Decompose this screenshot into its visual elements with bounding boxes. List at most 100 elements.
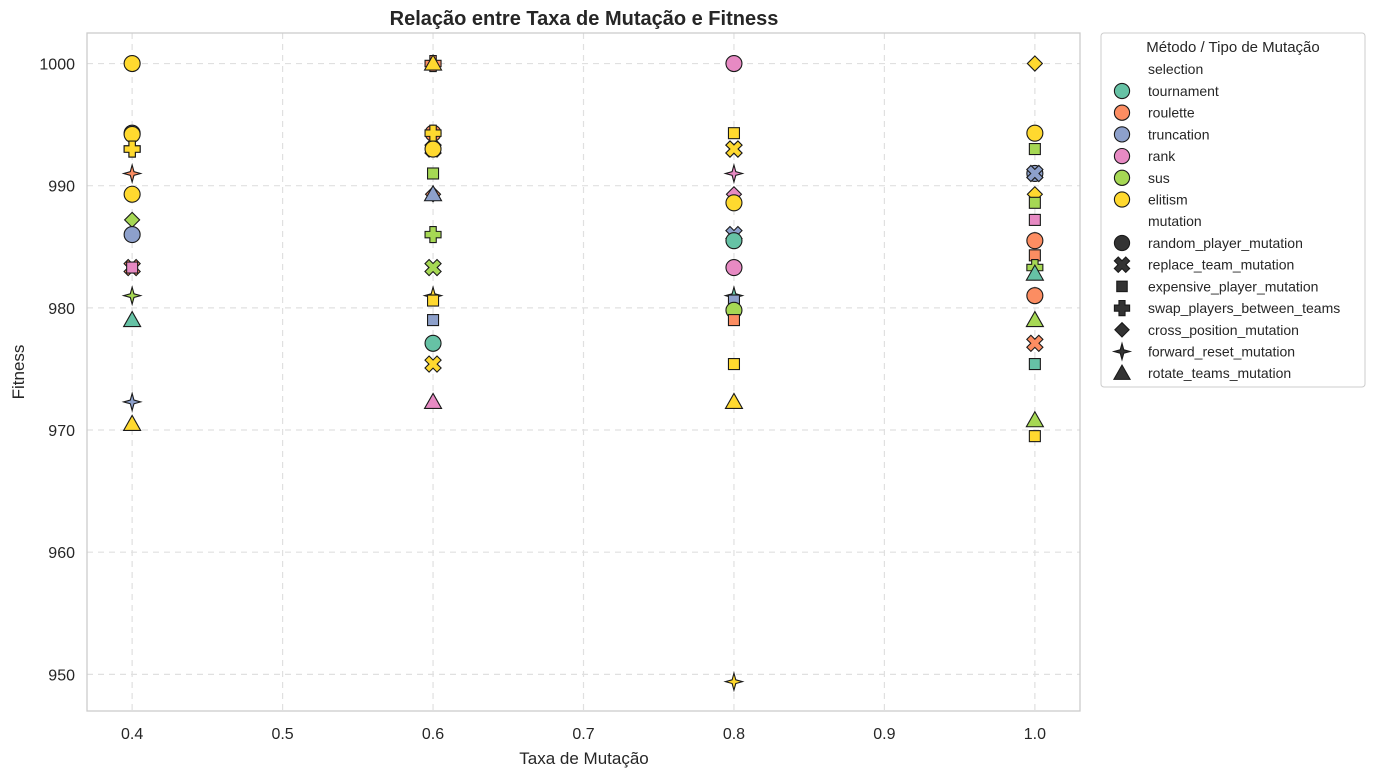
data-point <box>123 226 141 244</box>
data-point <box>1026 55 1044 72</box>
x-axis-title: Taxa de Mutação <box>519 749 648 768</box>
legend-title: Método / Tipo de Mutação <box>1146 39 1319 56</box>
x-tick-label: 0.7 <box>572 726 594 743</box>
data-point <box>1028 358 1041 371</box>
legend-label-rank: rank <box>1148 148 1176 164</box>
legend-marker-rank <box>1113 147 1131 165</box>
data-point <box>121 285 143 307</box>
data-point <box>723 671 745 693</box>
data-point <box>122 310 142 328</box>
y-tick-label: 950 <box>48 667 75 684</box>
legend-marker-roulette <box>1113 104 1131 121</box>
legend-label-elitism: elitism <box>1148 192 1188 208</box>
data-point <box>123 140 141 158</box>
data-point <box>727 127 741 140</box>
data-point <box>1025 310 1045 328</box>
legend-marker-tournament <box>1113 82 1131 100</box>
data-point <box>424 226 442 244</box>
plot-area-frame <box>86 32 1081 712</box>
data-point <box>727 314 741 327</box>
data-point <box>725 194 743 212</box>
legend-marker-rotate_teams_mutation <box>1112 364 1132 380</box>
data-point <box>122 414 142 431</box>
data-point <box>424 258 442 277</box>
legend-label-sus: sus <box>1148 170 1170 186</box>
x-tick-label: 0.6 <box>422 726 444 743</box>
legend-marker-expensive_player_mutation <box>1116 280 1128 293</box>
y-tick-label: 970 <box>48 423 75 440</box>
data-point <box>1028 213 1041 226</box>
data-point <box>423 184 443 202</box>
data-point <box>724 392 744 409</box>
legend-marker-replace_team_mutation <box>1113 256 1131 274</box>
data-point <box>123 211 141 229</box>
data-point <box>426 167 440 180</box>
data-point <box>725 54 743 73</box>
legend-marker-truncation <box>1113 126 1131 143</box>
legend-label-rotate_teams_mutation: rotate_teams_mutation <box>1148 365 1291 381</box>
legend-marker-forward_reset_mutation <box>1111 341 1133 362</box>
data-point <box>1028 430 1041 443</box>
legend-label-replace_team_mutation: replace_team_mutation <box>1148 257 1294 273</box>
data-point <box>1026 334 1044 353</box>
x-tick-label: 1.0 <box>1024 726 1046 743</box>
data-point <box>121 391 143 413</box>
legend: Método / Tipo de Mutação selection tourn… <box>1100 32 1366 388</box>
data-points <box>121 53 1045 693</box>
x-tick-label: 0.8 <box>723 726 745 743</box>
data-point <box>424 355 442 373</box>
data-point <box>123 185 141 203</box>
data-point <box>1026 232 1044 250</box>
legend-mutation-entries: random_player_mutation replace_team_mutat… <box>1111 234 1340 381</box>
data-point <box>426 314 440 327</box>
legend-selection-entries: tournament roulette truncation rank sus eliti… <box>1113 82 1219 208</box>
data-point <box>725 232 743 250</box>
data-point <box>1025 410 1045 428</box>
legend-marker-cross_position_mutation <box>1114 321 1130 338</box>
legend-marker-random_player_mutation <box>1113 234 1131 252</box>
legend-label-swap_players_between_teams: swap_players_between_teams <box>1148 300 1340 316</box>
data-point <box>1028 143 1041 156</box>
legend-label-tournament: tournament <box>1148 83 1219 99</box>
data-point <box>126 261 139 274</box>
data-point <box>1026 164 1044 183</box>
data-point <box>1025 264 1045 281</box>
x-axis-ticks: 0.4 0.5 0.6 0.7 0.8 0.9 1.0 <box>121 726 1046 743</box>
grid <box>87 33 1080 711</box>
x-tick-label: 0.4 <box>121 726 143 743</box>
data-point <box>426 294 440 307</box>
data-point <box>1026 124 1044 142</box>
data-point <box>1028 196 1041 209</box>
y-tick-label: 980 <box>48 301 75 318</box>
data-point <box>725 259 743 277</box>
legend-label-roulette: roulette <box>1148 105 1195 121</box>
y-tick-label: 960 <box>48 545 75 562</box>
data-point <box>424 140 442 158</box>
data-point <box>123 125 141 143</box>
y-axis-ticks: 950 960 970 980 990 1000 <box>39 57 75 685</box>
y-axis-title: Fitness <box>9 345 28 400</box>
y-tick-label: 1000 <box>39 57 75 74</box>
chart-title: Relação entre Taxa de Mutação e Fitness <box>390 8 779 30</box>
legend-frame <box>1100 32 1366 388</box>
data-point <box>723 162 745 185</box>
legend-style-header: mutation <box>1148 213 1202 229</box>
data-point <box>727 358 741 371</box>
legend-label-truncation: truncation <box>1148 126 1209 142</box>
legend-label-random_player_mutation: random_player_mutation <box>1148 235 1303 251</box>
data-point <box>423 53 443 71</box>
x-tick-label: 0.5 <box>271 726 293 743</box>
data-point <box>123 54 141 73</box>
x-tick-label: 0.9 <box>873 726 895 743</box>
legend-marker-swap_players_between_teams <box>1113 299 1131 317</box>
y-tick-label: 990 <box>48 179 75 196</box>
data-point <box>725 140 743 158</box>
legend-label-forward_reset_mutation: forward_reset_mutation <box>1148 344 1295 360</box>
data-point <box>1026 287 1044 305</box>
legend-label-cross_position_mutation: cross_position_mutation <box>1148 322 1299 338</box>
legend-marker-elitism <box>1113 191 1131 208</box>
legend-marker-sus <box>1113 169 1131 186</box>
legend-label-expensive_player_mutation: expensive_player_mutation <box>1148 278 1318 294</box>
data-point <box>121 162 143 185</box>
